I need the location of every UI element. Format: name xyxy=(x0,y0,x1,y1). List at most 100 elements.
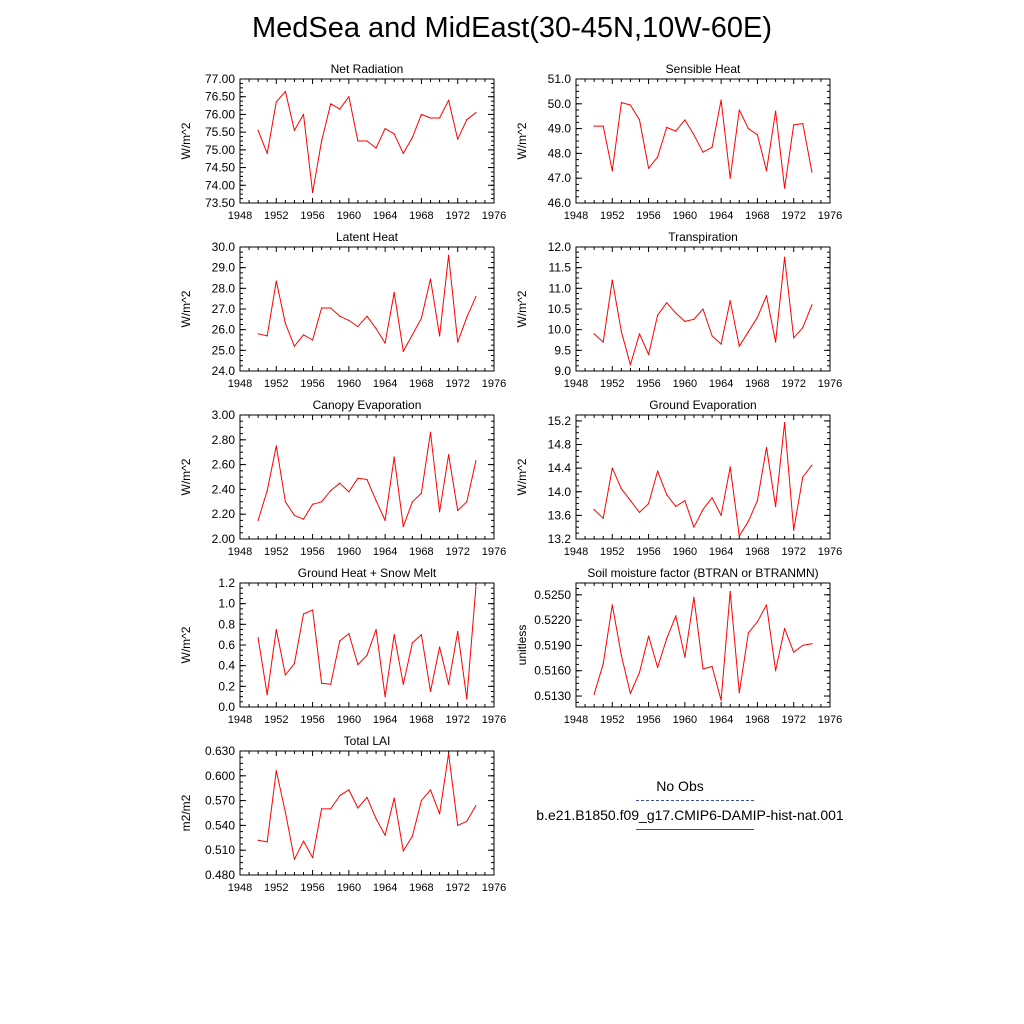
x-tick-label: 1968 xyxy=(409,210,433,222)
data-point xyxy=(429,690,432,693)
data-point xyxy=(384,342,386,344)
y-tick-label: 29.0 xyxy=(212,261,236,275)
y-axis-label: W/m^2 xyxy=(179,458,193,495)
x-tick-label: 1976 xyxy=(818,210,842,222)
data-point xyxy=(302,840,305,842)
data-point xyxy=(420,113,423,116)
y-tick-label: 76.00 xyxy=(205,107,235,121)
data-point xyxy=(366,140,368,142)
data-point xyxy=(402,526,404,528)
panel-title: Transpiration xyxy=(668,230,738,244)
data-point xyxy=(765,446,768,449)
figure-title: MedSea and MidEast(30-45N,10W-60E) xyxy=(251,12,773,44)
y-tick-label: 0.5250 xyxy=(534,588,571,602)
x-tick-label: 1976 xyxy=(482,714,506,726)
data-point xyxy=(784,422,786,424)
x-tick-label: 1952 xyxy=(264,714,288,726)
data-point xyxy=(393,797,395,799)
data-point xyxy=(784,256,786,258)
data-point xyxy=(311,503,314,505)
data-point xyxy=(475,586,477,588)
y-tick-label: 2.00 xyxy=(212,532,236,546)
data-point xyxy=(756,316,759,318)
data-point xyxy=(411,334,413,336)
data-point xyxy=(420,634,423,636)
data-point xyxy=(330,490,332,492)
y-axis-label: unitless xyxy=(515,625,529,666)
x-tick-label: 1972 xyxy=(781,378,805,390)
data-point xyxy=(321,808,323,810)
data-point xyxy=(602,517,604,519)
data-point xyxy=(348,789,350,791)
panel-total-lai: Total LAI m2/m2 1948 1952 1956 1960 1964 1968 19… xyxy=(179,734,506,894)
data-point xyxy=(311,609,314,611)
x-tick-label: 1956 xyxy=(636,714,660,726)
x-tick-label: 1972 xyxy=(445,546,469,558)
data-point xyxy=(393,291,395,294)
data-point xyxy=(720,99,722,101)
data-point xyxy=(774,341,777,343)
data-point xyxy=(321,682,323,684)
data-point xyxy=(475,296,477,298)
legend-obs-line xyxy=(636,800,754,801)
data-point xyxy=(466,119,468,121)
y-tick-label: 0.600 xyxy=(205,769,235,783)
data-point xyxy=(275,628,277,631)
data-point xyxy=(602,663,604,665)
data-point xyxy=(684,500,686,502)
data-point xyxy=(339,315,341,317)
data-point xyxy=(747,520,749,522)
data-point xyxy=(602,341,604,343)
x-tick-label: 1976 xyxy=(818,546,842,558)
data-point xyxy=(266,841,268,843)
y-axis-label: W/m^2 xyxy=(179,290,193,327)
data-point xyxy=(411,136,413,139)
data-point xyxy=(375,328,377,330)
data-point xyxy=(711,497,713,499)
data-point xyxy=(293,858,296,860)
x-tick-label: 1964 xyxy=(709,546,733,558)
data-point xyxy=(666,126,668,128)
data-point xyxy=(293,514,296,517)
plot-frame xyxy=(239,246,495,372)
data-point xyxy=(384,834,386,836)
data-point xyxy=(330,683,332,685)
data-point xyxy=(729,177,731,179)
data-point xyxy=(684,320,686,322)
x-tick-label: 1960 xyxy=(337,210,361,222)
x-tick-label: 1972 xyxy=(781,546,805,558)
data-point xyxy=(620,101,622,104)
x-tick-label: 1972 xyxy=(781,210,805,222)
y-tick-label: 0.5220 xyxy=(534,613,571,627)
data-point xyxy=(357,807,359,809)
x-tick-label: 1956 xyxy=(636,546,660,558)
data-point xyxy=(729,466,731,468)
panel-latent-heat: Latent Heat W/m^2 1948 1952 1956 1960 1964 1968… xyxy=(179,230,506,390)
data-point xyxy=(811,464,813,466)
data-point xyxy=(629,692,632,695)
legend-obs-label: No Obs xyxy=(656,778,704,794)
data-point xyxy=(302,613,305,615)
data-point xyxy=(429,431,432,433)
data-point xyxy=(384,128,386,130)
data-point xyxy=(738,692,740,694)
y-tick-label: 1.0 xyxy=(218,597,235,611)
panel-title: Net Radiation xyxy=(331,62,404,76)
data-point xyxy=(302,113,305,116)
y-tick-label: 48.0 xyxy=(548,146,572,160)
data-point xyxy=(638,511,641,514)
data-point xyxy=(657,470,659,472)
x-tick-label: 1952 xyxy=(264,210,288,222)
plot-frame xyxy=(575,78,831,204)
data-point xyxy=(438,511,441,513)
data-point xyxy=(357,664,359,666)
data-point xyxy=(411,642,413,644)
x-tick-label: 1948 xyxy=(228,210,252,222)
data-point xyxy=(257,129,259,131)
x-tick-label: 1948 xyxy=(564,378,588,390)
data-point xyxy=(756,621,759,623)
y-tick-label: 30.0 xyxy=(212,240,236,254)
data-point xyxy=(738,535,740,537)
y-tick-label: 74.50 xyxy=(205,161,235,175)
